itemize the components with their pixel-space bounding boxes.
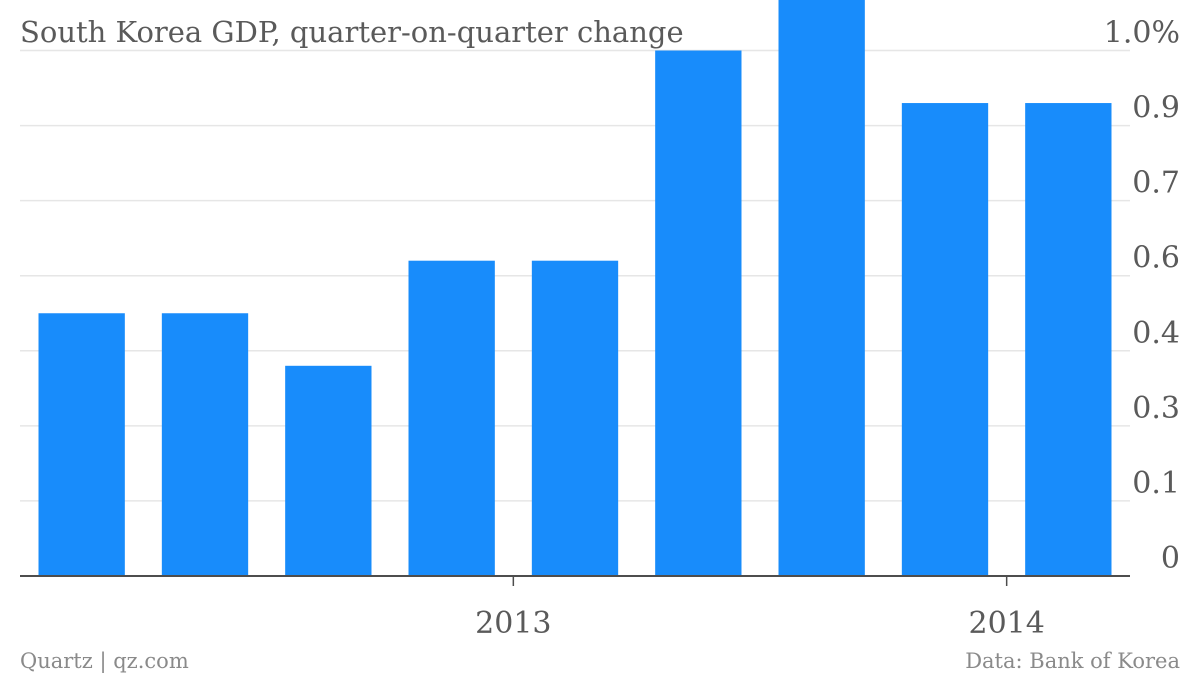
- bar: [285, 365, 372, 576]
- x-tick-label: 2014: [968, 606, 1044, 641]
- source-left: Quartz | qz.com: [20, 649, 189, 674]
- x-tick-label: 2013: [475, 606, 551, 641]
- bar: [1025, 103, 1112, 577]
- y-tick-label: 0: [1161, 541, 1180, 576]
- y-tick-label: 0.4: [1132, 316, 1180, 351]
- bar: [901, 103, 989, 577]
- bar: [778, 0, 865, 576]
- bar: [38, 313, 125, 576]
- y-tick-label: 0.9: [1132, 91, 1180, 126]
- y-tick-label: 0.6: [1132, 241, 1180, 276]
- x-axis-tick-labels: 2013 2014: [475, 576, 1045, 641]
- bar: [408, 260, 495, 576]
- bar: [531, 260, 619, 576]
- bar: [655, 50, 742, 576]
- bar: [161, 313, 249, 576]
- chart-title: South Korea GDP, quarter-on-quarter chan…: [20, 15, 684, 49]
- y-tick-label: 0.3: [1132, 391, 1180, 426]
- y-axis-tick-labels: 0 0.1 0.3 0.4 0.6 0.7 0.9 1.0%: [1104, 16, 1180, 577]
- source-right: Data: Bank of Korea: [965, 649, 1180, 673]
- y-tick-label: 0.1: [1132, 466, 1180, 501]
- bars: [38, 0, 1112, 577]
- y-tick-label: 0.7: [1132, 166, 1180, 201]
- y-tick-label: 1.0%: [1104, 16, 1180, 51]
